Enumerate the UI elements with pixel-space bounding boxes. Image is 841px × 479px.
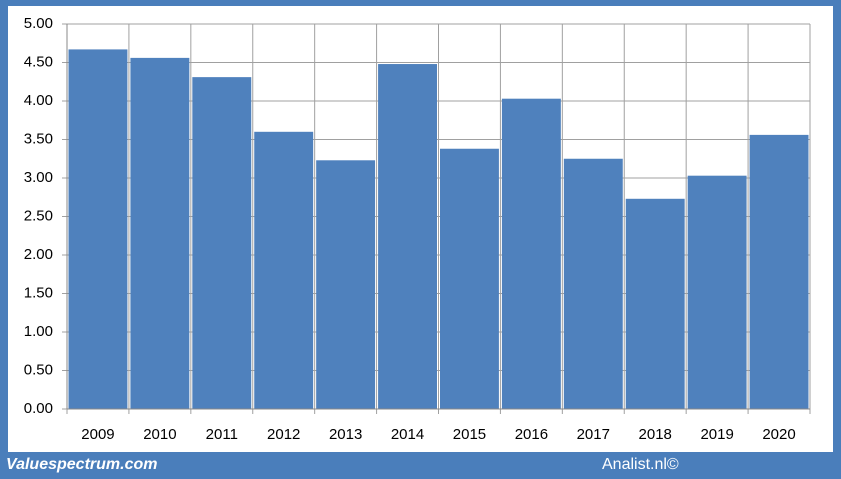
x-tick-label: 2010 [143,426,176,443]
x-tick-label: 2012 [267,426,300,443]
bar [563,158,623,409]
y-tick-label: 3.00 [24,169,53,186]
y-tick-label: 4.50 [24,53,53,70]
x-tick-label: 2017 [577,426,610,443]
y-tick-label: 1.50 [24,284,53,301]
y-tick-label: 4.00 [24,92,53,109]
x-tick-label: 2019 [700,426,733,443]
bar [625,198,685,409]
bar [687,175,747,409]
y-tick-label: 2.50 [24,207,53,224]
footer-left: Valuespectrum.com [6,456,157,473]
bar [130,57,190,409]
bar [501,98,561,409]
y-tick-label: 1.00 [24,323,53,340]
bar [749,134,809,409]
bar [316,160,376,409]
x-tick-label: 2011 [206,426,238,443]
bar [440,148,499,410]
bar [378,64,437,409]
bar [192,77,252,409]
y-tick-label: 0.00 [24,400,53,417]
y-tick-label: 0.50 [24,361,53,378]
y-tick-label: 5.00 [24,15,53,32]
bar [68,49,128,409]
bar [254,131,314,410]
y-tick-label: 2.00 [24,246,53,263]
x-tick-label: 2013 [329,426,362,443]
y-tick-label: 3.50 [24,130,53,147]
x-tick-label: 2020 [762,426,795,443]
x-tick-label: 2014 [391,426,424,443]
x-tick-label: 2018 [639,426,672,443]
x-tick-label: 2016 [515,426,548,443]
footer-right: Analist.nl© [602,456,679,473]
x-tick-label: 2009 [81,426,114,443]
x-tick-label: 2015 [453,426,486,443]
